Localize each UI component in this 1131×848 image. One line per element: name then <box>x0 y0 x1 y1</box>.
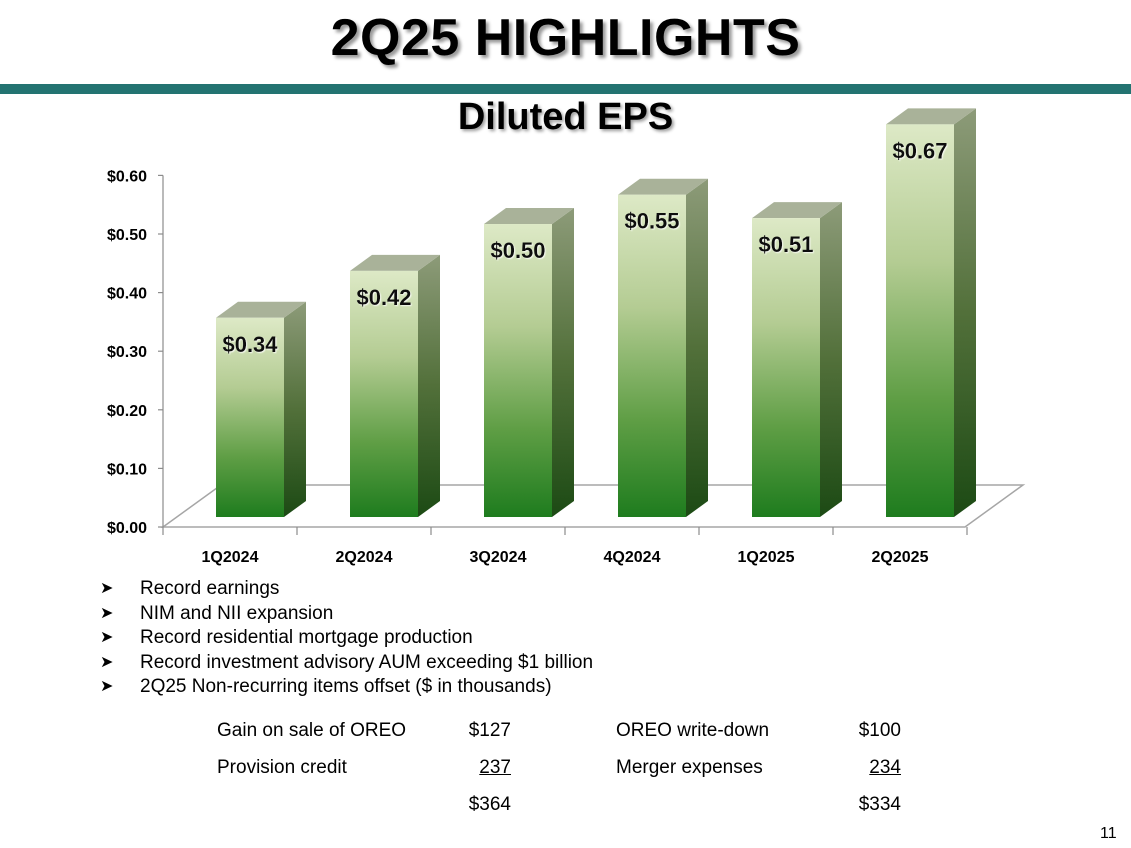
y-tick-label: $0.00 <box>107 520 147 537</box>
item-label: OREO write-down <box>616 720 770 741</box>
bar-side <box>820 202 842 517</box>
chart-title: Diluted EPS <box>457 96 674 138</box>
total-amount: $364 <box>468 794 511 815</box>
bar-top <box>350 254 440 271</box>
bar-top <box>752 202 842 219</box>
x-axis: 1Q2024 2Q2024 3Q2024 4Q2024 1Q2025 2Q2025 <box>162 527 968 566</box>
item-amount: 234 <box>869 757 901 778</box>
y-tick-label: $0.40 <box>107 286 147 303</box>
bullet-text: Record earnings <box>140 578 280 599</box>
list-item: ➤ NIM and NII expansion <box>100 602 593 627</box>
bar-series: $0.34 $0.42 $0.50 $0.55 $0.51 $0.67 <box>216 108 976 517</box>
list-item: ➤ 2Q25 Non-recurring items offset ($ in t… <box>100 675 593 700</box>
x-tick-label: 3Q2024 <box>470 549 527 566</box>
arrow-bullet-icon: ➤ <box>100 580 114 597</box>
table-row: Provision credit 237 Merger expenses 234 <box>217 757 901 794</box>
total-amount: $334 <box>858 794 901 815</box>
bar-front <box>484 224 552 517</box>
bar-value-label: $0.42 <box>356 285 411 310</box>
bullet-text: Record investment advisory AUM exceeding… <box>140 651 594 673</box>
bar-front <box>618 194 686 517</box>
x-tick-label: 1Q2024 <box>202 549 259 566</box>
bar-side <box>686 178 708 517</box>
bullet-text: 2Q25 Non-recurring items offset ($ in th… <box>140 676 552 698</box>
item-amount: 237 <box>479 757 511 778</box>
bar: $0.55 <box>618 178 708 517</box>
bar-top <box>216 301 306 318</box>
bar-front <box>886 124 954 517</box>
arrow-bullet-icon: ➤ <box>100 678 114 696</box>
list-item: ➤ Record residential mortgage production <box>100 626 593 651</box>
item-label: Provision credit <box>217 757 347 778</box>
y-tick-label: $0.20 <box>107 403 147 420</box>
bar-top <box>886 108 976 125</box>
bar-value-label: $0.67 <box>892 138 947 163</box>
item-amount: $100 <box>858 720 901 741</box>
x-tick-label: 1Q2025 <box>738 549 795 566</box>
bar: $0.42 <box>350 254 440 517</box>
x-tick-label: 2Q2025 <box>872 549 929 566</box>
table-row-total: $364 $334 <box>217 794 901 831</box>
bar: $0.51 <box>752 202 842 517</box>
bullet-text: NIM and NII expansion <box>140 602 334 624</box>
bar-side <box>552 208 574 517</box>
bar: $0.34 <box>216 301 306 517</box>
bar-top <box>484 208 574 224</box>
table-row: Gain on sale of OREO $127 OREO write-dow… <box>217 720 901 757</box>
bar-side <box>418 254 440 517</box>
slide-title: 2Q25 HIGHLIGHTS <box>330 9 801 67</box>
bar: $0.67 <box>886 108 976 517</box>
item-amount: $127 <box>468 720 511 741</box>
arrow-bullet-icon: ➤ <box>100 604 114 622</box>
bar-value-label: $0.50 <box>490 238 545 263</box>
bar-side <box>954 108 976 517</box>
y-axis: $0.00 $0.10 $0.20 $0.30 $0.40 $0.50 $0.60 <box>107 168 164 537</box>
y-tick-label: $0.60 <box>107 168 147 185</box>
bullet-text: Record residential mortgage production <box>140 627 473 649</box>
bar-top <box>618 178 708 195</box>
eps-bar-chart: $0.00 $0.10 $0.20 $0.30 $0.40 $0.50 $0.60 1Q20… <box>107 108 1026 566</box>
chart-floor <box>160 484 1026 528</box>
list-item: ➤ Record earnings <box>100 577 593 602</box>
y-tick-label: $0.30 <box>107 344 147 361</box>
bar-front <box>752 218 820 517</box>
x-tick-label: 4Q2024 <box>604 549 661 566</box>
bar-front <box>216 317 284 517</box>
chart-floor-plane <box>160 484 1026 528</box>
item-label: Gain on sale of OREO <box>217 720 407 741</box>
highlights-list: ➤ Record earnings ➤ NIM and NII expansion … <box>100 577 593 700</box>
list-item: ➤ Record investment advisory AUM exceedin… <box>100 651 593 676</box>
bar-value-label: $0.55 <box>624 209 679 234</box>
title-divider <box>0 84 1131 94</box>
y-tick-label: $0.10 <box>107 461 147 478</box>
bar-value-label: $0.51 <box>758 232 813 257</box>
bar-front <box>350 270 418 517</box>
non-recurring-items-table: Gain on sale of OREO $127 OREO write-dow… <box>217 720 901 831</box>
x-tick-label: 2Q2024 <box>336 549 393 566</box>
item-label: Merger expenses <box>616 757 763 778</box>
bar: $0.50 <box>484 208 574 517</box>
arrow-bullet-icon: ➤ <box>100 653 114 671</box>
y-tick-label: $0.50 <box>107 227 147 244</box>
page-number: 11 <box>1100 825 1117 842</box>
bar-side <box>284 301 306 517</box>
arrow-bullet-icon: ➤ <box>100 629 114 647</box>
bar-value-label: $0.34 <box>222 332 278 357</box>
